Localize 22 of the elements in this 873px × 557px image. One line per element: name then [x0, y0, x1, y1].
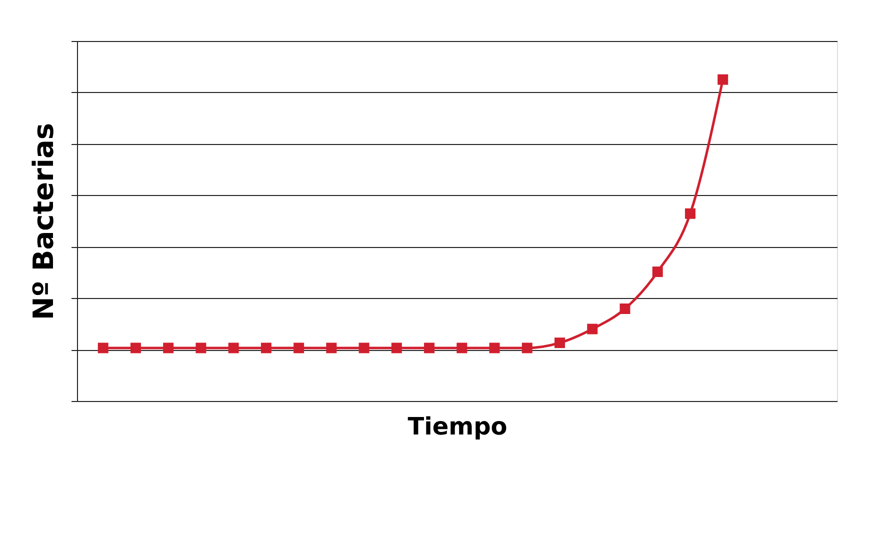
point [587, 324, 598, 334]
point [196, 342, 206, 354]
point [294, 342, 304, 354]
point [489, 342, 500, 354]
point [260, 342, 272, 354]
point [228, 342, 239, 354]
x-axis-title: Tiempo [408, 412, 508, 440]
point [130, 342, 141, 354]
point [522, 342, 532, 354]
point [326, 342, 337, 354]
point [98, 342, 108, 354]
point [424, 342, 435, 354]
point [620, 304, 630, 314]
point [391, 342, 402, 354]
point [554, 338, 565, 348]
point [163, 342, 174, 354]
point [684, 208, 696, 219]
point [652, 266, 663, 278]
point [456, 342, 468, 354]
point [718, 74, 728, 85]
point [358, 342, 370, 354]
y-axis-title: Nº Bacterias [27, 122, 60, 320]
